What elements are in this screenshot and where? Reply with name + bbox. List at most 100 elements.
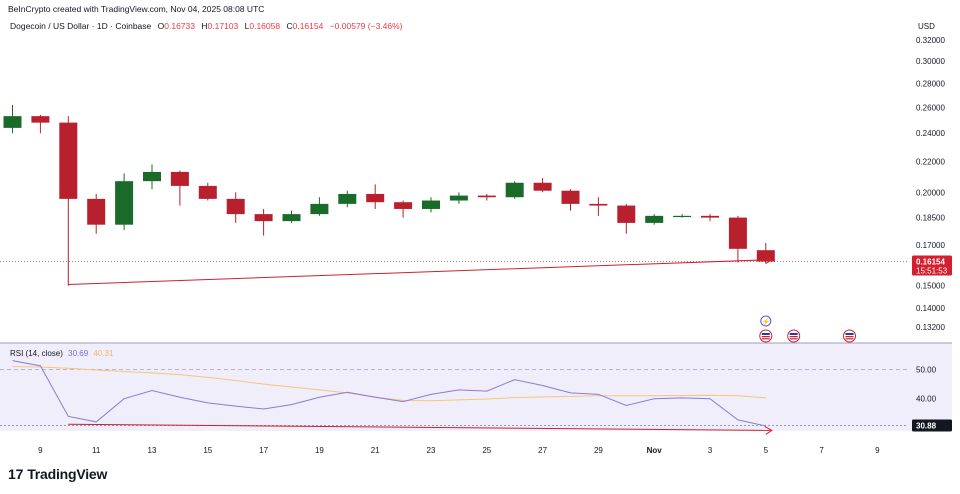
price-tick-label: 0.32000	[916, 36, 945, 45]
tradingview-mark-icon: 17	[8, 466, 24, 482]
candles[interactable]	[3, 104, 775, 286]
candle[interactable]	[226, 198, 245, 215]
date-tick-label: 27	[538, 446, 547, 455]
price-divergence-arrowhead	[764, 255, 773, 265]
rsi-header[interactable]: RSI (14, close) 30.69 40.31	[10, 349, 113, 358]
rsi-label: RSI (14, close)	[10, 349, 63, 358]
symbol-header[interactable]: Dogecoin / US Dollar · 1D · Coinbase O 0.…	[10, 21, 403, 31]
currency-label: USD	[918, 22, 935, 31]
rsi-ma-value: 40.31	[93, 349, 114, 358]
date-tick-label: 19	[315, 446, 324, 455]
candle[interactable]	[87, 198, 106, 225]
date-tick-label: 29	[594, 446, 603, 455]
rsi-current-label: 30.88	[916, 421, 937, 430]
tradingview-logo[interactable]: 17 TradingView	[8, 466, 107, 482]
candle[interactable]	[561, 190, 580, 204]
rsi-pane[interactable]	[0, 360, 908, 427]
rsi-current-badge	[912, 419, 952, 432]
event-icons[interactable]: ⚡	[759, 315, 856, 343]
candle[interactable]	[198, 185, 217, 199]
candle[interactable]	[477, 195, 496, 198]
candle[interactable]	[422, 200, 440, 209]
price-tick-label: 0.13200	[916, 323, 945, 332]
rsi-line[interactable]	[12, 360, 766, 427]
date-tick-label: 11	[92, 446, 101, 455]
candle[interactable]	[59, 122, 78, 199]
candle[interactable]	[449, 195, 468, 201]
grid	[0, 261, 952, 344]
date-tick-label: 23	[427, 446, 436, 455]
price-tick-label: 0.24000	[916, 129, 945, 138]
price-tick-label: 0.15000	[916, 282, 945, 291]
flag-icon-stripe	[789, 338, 798, 340]
candle[interactable]	[31, 116, 50, 123]
rsi-divergence-arrowhead	[764, 425, 773, 435]
candle[interactable]	[254, 214, 273, 222]
candle[interactable]	[338, 193, 357, 204]
candle[interactable]	[673, 215, 692, 218]
candle[interactable]	[115, 181, 134, 225]
price-divergence-line	[68, 259, 772, 285]
open-label: O	[157, 21, 165, 31]
flag-icon-canton	[789, 333, 798, 335]
price-tick-label: 0.26000	[916, 103, 945, 112]
close-value: 0.16154	[292, 21, 324, 31]
candle[interactable]	[282, 214, 301, 222]
low-label: L	[244, 21, 250, 31]
flag-icon-stripe	[761, 338, 770, 340]
axes: USD 0.32000 0.30000 0.28000 0.26000 0.24000 0.…	[38, 22, 952, 455]
candle[interactable]	[310, 203, 329, 215]
date-tick-label: 17	[259, 446, 268, 455]
flag-icon-canton	[761, 333, 770, 335]
candle[interactable]	[394, 202, 413, 209]
event-icon[interactable]	[760, 315, 772, 327]
candle[interactable]	[617, 205, 636, 223]
flag-icon-stripe	[845, 338, 854, 340]
date-tick-label: 15	[203, 446, 212, 455]
flag-icon-stripe	[761, 336, 770, 338]
date-tick-label: 21	[371, 446, 380, 455]
price-tick-label: 0.22000	[916, 157, 945, 166]
flag-icon-canton	[845, 333, 854, 335]
candle[interactable]	[3, 116, 22, 128]
price-tick-label: 0.30000	[916, 57, 945, 66]
current-price-badge	[912, 255, 952, 276]
rsi-tick-label: 40.00	[916, 395, 937, 404]
price-tick-label: 0.20000	[916, 188, 945, 197]
price-tick-label: 0.17000	[916, 241, 945, 250]
rsi-divergence-line	[68, 423, 772, 431]
watermark-credit: BeInCrypto created with TradingView.com,…	[8, 4, 265, 14]
symbol-title[interactable]: Dogecoin / US Dollar · 1D · Coinbase	[10, 21, 152, 31]
low-value: 0.16058	[249, 21, 281, 31]
date-tick-label: 13	[148, 446, 157, 455]
annotations	[68, 255, 773, 435]
rsi-pane-background	[0, 343, 952, 431]
price-tick-label: 0.18500	[916, 214, 945, 223]
candle[interactable]	[589, 203, 608, 206]
candle[interactable]	[505, 182, 524, 198]
close-label: C	[286, 21, 293, 31]
candle[interactable]	[143, 171, 161, 182]
candle[interactable]	[170, 171, 189, 186]
date-tick-label: 3	[708, 446, 713, 455]
candle[interactable]	[366, 193, 385, 203]
date-tick-label: 9	[875, 446, 880, 455]
rsi-ma-line[interactable]	[12, 365, 766, 402]
rsi-tick-label: 50.00	[916, 365, 937, 374]
rsi-value: 30.69	[68, 349, 89, 358]
candle[interactable]	[728, 217, 747, 249]
candle[interactable]	[645, 215, 664, 223]
price-tick-label: 0.14000	[916, 304, 945, 313]
flag-icon-stripe	[845, 336, 854, 338]
price-tick-label: 0.28000	[916, 79, 945, 88]
high-value: 0.17103	[207, 21, 239, 31]
candle[interactable]	[701, 215, 719, 218]
tradingview-logo-text: TradingView	[27, 466, 108, 482]
event-glyph: ⚡	[761, 317, 770, 326]
date-tick-label: 5	[764, 446, 769, 455]
date-tick-label: 7	[819, 446, 824, 455]
change-value: −0.00579 (−3.46%)	[329, 21, 403, 31]
date-tick-label: 9	[38, 446, 43, 455]
candle[interactable]	[533, 182, 552, 191]
